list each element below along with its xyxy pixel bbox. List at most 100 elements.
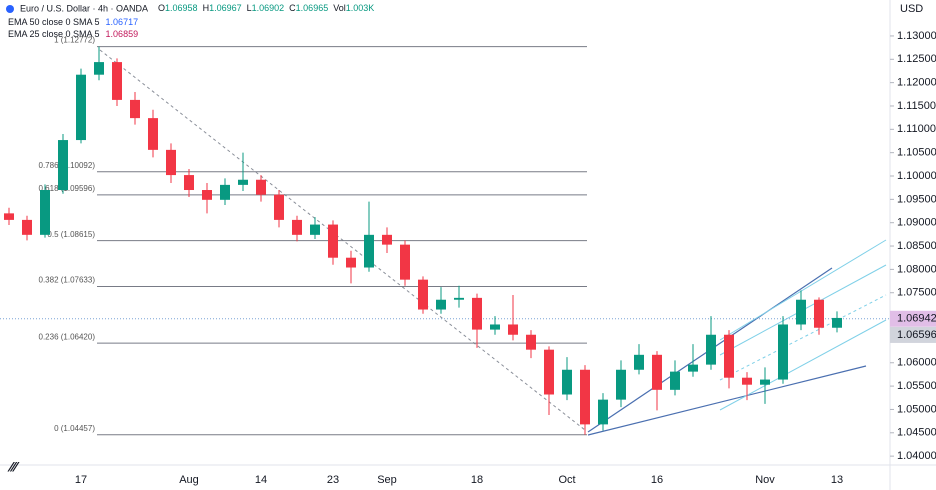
candle-body [328,224,338,258]
candle-body [760,379,770,385]
y-tick-label: 1.08500 [897,240,936,252]
candle-body [238,179,248,185]
quote-value: 1.06958 [165,3,198,13]
candle-body [166,149,176,176]
x-tick-label: Aug [179,474,199,486]
candle-body [490,324,500,330]
fib-label: 0 (1.04457) [54,424,95,433]
indicator: EMA 50 close 0 SMA 5 1.06717 [8,17,138,27]
x-tick-label: Oct [558,474,575,486]
symbol-icon [6,5,14,13]
candle-body [310,224,320,235]
candle-body [796,299,806,325]
candle-body [814,299,824,328]
price-tag [890,310,936,327]
candle-body [346,257,356,268]
y-tick-label: 1.09000 [897,217,936,229]
quote: O1.06958 H1.06967 L1.06902 C1.06965 Vol1.003… [158,3,374,13]
candle-body [4,213,14,220]
quote-key: C [289,3,296,13]
candle-body [634,354,644,370]
candle-body [778,324,788,380]
x-tick-label: 16 [651,474,663,486]
candle-body [832,317,842,328]
fib-label: 0.382 (1.07633) [39,276,96,285]
candle-body [40,190,50,235]
quote-value: 1.003K [346,3,375,13]
candle-body [454,297,464,300]
candle-body [22,219,32,235]
candle-body [508,324,518,335]
symbol: Euro / U.S. Dollar · 4h · OANDA [20,3,148,13]
quote-key: Vol [333,3,346,13]
price-tag [890,326,936,343]
indicator-value: 1.06717 [106,17,139,27]
candle-body [148,118,158,150]
quote-value: 1.06967 [209,3,242,13]
channel-lower [587,365,867,436]
candle-body [418,279,428,310]
x-tick-label: 18 [471,474,483,486]
candle-body [274,194,284,220]
candle-body [58,140,68,191]
quote-key: H [203,3,210,13]
y-tick-label: 1.04000 [897,450,936,462]
currency: USD [900,3,923,15]
y-tick-label: 1.12500 [897,53,936,65]
y-tick-label: 1.08000 [897,263,936,275]
price-tag-label: 1.06596 [897,329,936,341]
y-tick-label: 1.13000 [897,30,936,42]
candle-body [382,234,392,245]
y-tick-label: 1.11000 [897,123,936,135]
quote-key: O [158,3,165,13]
y-tick-label: 1.10000 [897,170,936,182]
candle-body [544,349,554,395]
y-tick-label: 1.12000 [897,77,936,89]
fib-label: 0.5 (1.08615) [47,230,95,239]
y-tick-label: 1.10500 [897,147,936,159]
pitchfork-line [719,319,887,411]
price-tag-label: 1.06942 [897,313,936,325]
candle-body [724,334,734,378]
x-tick-label: Sep [377,474,397,486]
pitchfork-line [719,239,887,341]
candle-body [472,297,482,330]
candle-body [400,244,410,280]
candle-body [292,219,302,235]
y-tick-label: 1.05500 [897,380,936,392]
candle-body [688,364,698,372]
candle-body [706,334,716,365]
x-tick-label: 14 [255,474,267,486]
candle-body [220,184,230,200]
fib-trend-line [99,49,586,431]
y-tick-label: 1.09500 [897,193,936,205]
candle-body [616,369,626,400]
quote-value: 1.06965 [296,3,329,13]
candle-body [562,369,572,395]
indicator: EMA 25 close 0 SMA 5 1.06859 [8,29,138,39]
y-tick-label: 1.06000 [897,357,936,369]
x-tick-label: Nov [755,474,775,486]
x-tick-label: 17 [75,474,87,486]
candle-body [526,334,536,350]
candle-body [580,369,590,425]
quote-value: 1.06902 [252,3,285,13]
indicator-name: EMA 25 close 0 SMA 5 [8,29,100,39]
fib-label: 1 (1.12772) [54,36,95,45]
pitchfork-line [719,294,887,381]
candle-body [76,74,86,141]
candle-body [94,62,104,75]
x-tick-label: 13 [831,474,843,486]
y-tick-label: 1.04500 [897,427,936,439]
candle-body [652,354,662,390]
candle-body [184,175,194,191]
candle-body [436,299,446,310]
logo: ⁄⁄⁄ [7,459,20,475]
indicator-name: EMA 50 close 0 SMA 5 [8,17,100,27]
candle-body [130,99,140,119]
y-tick-label: 1.07500 [897,287,936,299]
candle-body [256,179,266,195]
candle-body [670,371,680,390]
y-tick-label: 1.05000 [897,403,936,415]
